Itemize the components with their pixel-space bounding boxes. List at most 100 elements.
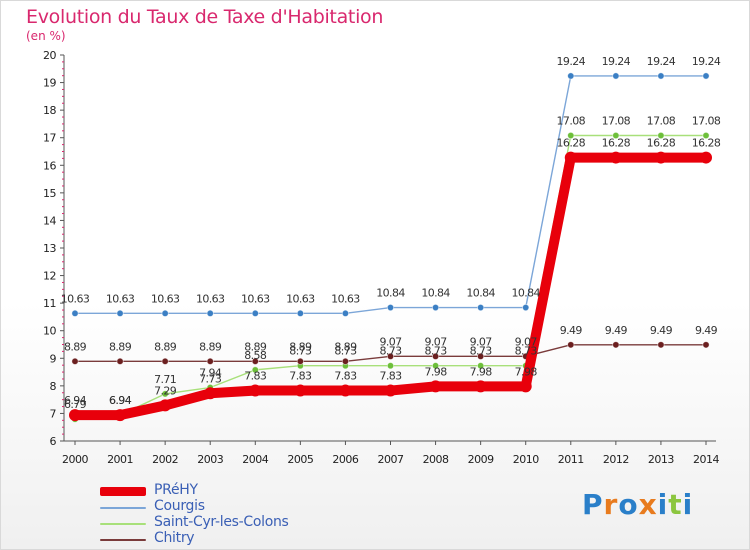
- data-label-saint-cyr-les-colons: 17.08: [602, 115, 631, 128]
- data-point-chitry: [251, 357, 259, 365]
- x-tick-label: 2014: [693, 453, 719, 466]
- data-point-saint-cyr-les-colons: [386, 362, 395, 370]
- data-label-courgis: 10.63: [286, 292, 315, 305]
- data-label-chitry: 9.49: [650, 324, 673, 337]
- data-point-chitry: [296, 357, 304, 365]
- y-tick-label: 13: [43, 242, 56, 255]
- legend-item: PRéHY: [100, 482, 360, 499]
- data-point-prehy: [69, 409, 81, 422]
- data-label-courgis: 10.63: [106, 292, 135, 305]
- data-label-prehy: 7.98: [515, 365, 538, 378]
- data-point-saint-cyr-les-colons: [161, 390, 169, 398]
- y-tick-label: 14: [43, 214, 56, 227]
- data-label-saint-cyr-les-colons: 6.79: [64, 398, 87, 411]
- data-label-saint-cyr-les-colons: 17.08: [692, 115, 721, 128]
- y-tick-label: 17: [43, 132, 56, 145]
- data-point-courgis: [206, 309, 214, 317]
- data-point-prehy: [204, 387, 217, 400]
- data-label-chitry: 8.89: [334, 340, 357, 353]
- y-tick-label: 8: [50, 380, 57, 393]
- data-label-prehy: 6.94: [64, 394, 87, 407]
- x-tick-label: 2003: [197, 453, 223, 466]
- data-point-courgis: [612, 72, 620, 80]
- series-line-courgis: [74, 75, 707, 315]
- data-point-courgis: [161, 309, 169, 317]
- data-point-saint-cyr-les-colons: [657, 131, 665, 140]
- data-label-courgis: 19.24: [557, 55, 586, 68]
- data-label-saint-cyr-les-colons: 7.94: [199, 367, 222, 380]
- data-labels: 6.94 6.94 7.29 7.73 7.83 7.83 7.83 7.83 7.98 7.98…: [61, 55, 722, 411]
- data-point-courgis: [251, 309, 259, 317]
- y-tick-label: 12: [43, 270, 56, 283]
- legend-swatch: [100, 523, 146, 525]
- data-label-courgis: 19.24: [692, 55, 721, 68]
- data-point-prehy: [700, 151, 712, 164]
- data-label-saint-cyr-les-colons: 8.73: [379, 345, 402, 358]
- data-label-prehy: 7.83: [244, 370, 267, 383]
- data-point-courgis: [386, 303, 395, 312]
- x-tick-label: 2008: [423, 453, 449, 466]
- x-tick-label: 2005: [287, 453, 313, 466]
- chart-title: Evolution du Taux de Taxe d'Habitation: [26, 6, 384, 28]
- data-label-courgis: 10.63: [151, 292, 180, 305]
- data-point-chitry: [161, 357, 169, 365]
- legend: PRéHY Courgis Saint-Cyr-les-Colons Chitry: [100, 482, 360, 547]
- data-point-saint-cyr-les-colons: [431, 362, 440, 370]
- data-point-prehy: [114, 409, 127, 422]
- data-label-courgis: 10.63: [196, 292, 225, 305]
- y-tick-label: 7: [50, 407, 57, 420]
- data-point-prehy: [474, 380, 487, 393]
- data-point-courgis: [116, 309, 124, 317]
- y-tick-label: 11: [43, 297, 56, 310]
- data-point-saint-cyr-les-colons: [612, 131, 620, 140]
- x-tick-label: 2012: [603, 453, 629, 466]
- data-point-courgis: [657, 72, 665, 80]
- data-label-saint-cyr-les-colons: 17.08: [647, 115, 676, 128]
- y-tick-label: 20: [43, 49, 56, 62]
- data-label-prehy: 6.94: [109, 394, 132, 407]
- x-tick-label: 2009: [468, 453, 494, 466]
- data-label-courgis: 19.24: [647, 55, 676, 68]
- data-label-chitry: 9.07: [515, 335, 538, 348]
- y-tick-label: 10: [43, 325, 56, 338]
- data-label-prehy: 7.29: [154, 384, 177, 397]
- data-point-chitry: [477, 352, 485, 360]
- data-point-courgis: [702, 72, 710, 80]
- data-point-prehy: [429, 380, 442, 393]
- data-label-chitry: 9.49: [695, 324, 718, 337]
- data-point-chitry: [341, 357, 350, 365]
- data-label-chitry: 8.89: [289, 340, 312, 353]
- data-point-chitry: [386, 352, 395, 360]
- y-unit-label: (en %): [26, 29, 66, 43]
- data-label-saint-cyr-les-colons: 6.94: [109, 394, 132, 407]
- y-tick-label: 19: [43, 77, 56, 90]
- data-point-prehy: [654, 151, 667, 164]
- data-point-saint-cyr-les-colons: [567, 131, 575, 140]
- legend-label: Saint-Cyr-les-Colons: [154, 514, 289, 530]
- data-point-prehy: [609, 151, 622, 164]
- data-label-courgis: 10.63: [241, 292, 270, 305]
- data-point-prehy: [384, 384, 397, 397]
- data-label-prehy: 7.73: [199, 372, 222, 385]
- data-label-chitry: 8.89: [109, 340, 132, 353]
- x-tick-label: 2000: [62, 453, 88, 466]
- data-point-saint-cyr-les-colons: [477, 362, 485, 370]
- data-point-prehy: [339, 384, 352, 397]
- data-label-courgis: 10.63: [61, 292, 90, 305]
- data-point-courgis: [567, 72, 575, 80]
- legend-label: Chitry: [154, 530, 195, 546]
- y-tick-label: 6: [50, 435, 57, 448]
- data-label-chitry: 9.07: [470, 335, 493, 348]
- data-label-prehy: 7.98: [470, 365, 493, 378]
- data-label-courgis: 10.84: [376, 287, 405, 300]
- data-point-chitry: [567, 341, 575, 349]
- data-label-prehy: 7.98: [425, 365, 448, 378]
- data-label-chitry: 8.89: [199, 340, 222, 353]
- data-label-prehy: 16.28: [557, 137, 586, 150]
- data-label-courgis: 10.84: [466, 287, 495, 300]
- data-point-chitry: [206, 357, 214, 365]
- x-tick-label: 2004: [242, 453, 268, 466]
- data-point-chitry: [612, 341, 620, 349]
- data-label-courgis: 10.84: [511, 287, 540, 300]
- data-point-prehy: [294, 384, 307, 397]
